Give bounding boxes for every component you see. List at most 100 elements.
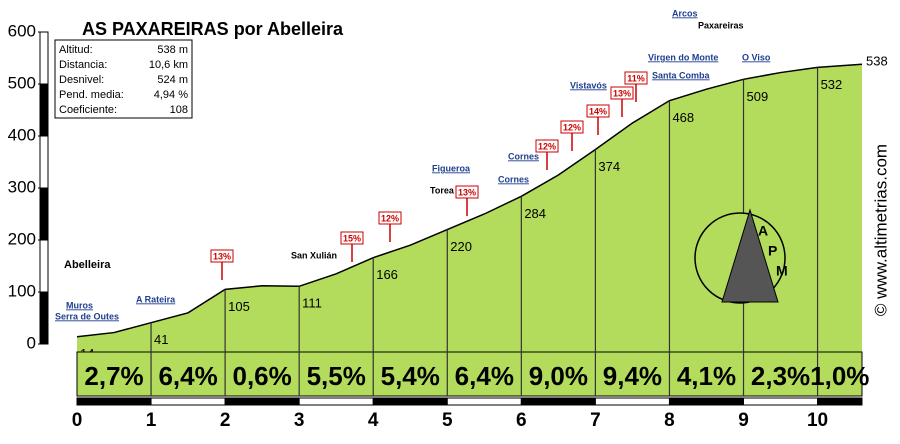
y-tick-label: 500: [8, 73, 36, 92]
altitude-label: 220: [450, 239, 472, 254]
profile-line: [76, 63, 863, 338]
slope-label: 1,0%: [810, 361, 869, 391]
altitude-label: 105: [228, 299, 250, 314]
axis-band: [594, 397, 670, 406]
x-tick-label: 3: [294, 410, 305, 431]
x-tick-label: 1: [146, 410, 157, 431]
sign-box: [378, 211, 402, 225]
chart-title: AS PAXAREIRAS por Abelleira: [82, 19, 344, 39]
sign-box: [560, 120, 584, 134]
sign-box: [535, 139, 559, 153]
axis-band: [39, 239, 49, 293]
logo-mountain: [721, 208, 779, 303]
sign-text: 11%: [627, 73, 645, 83]
place-name: Paxareiras: [698, 20, 744, 30]
altitude-label: 538: [866, 54, 888, 69]
place-link: Arcos: [672, 8, 698, 18]
x-tick-label: 7: [590, 410, 601, 431]
axis-band: [39, 31, 49, 85]
axis-band: [817, 397, 863, 406]
x-tick-label: 8: [664, 410, 675, 431]
info-value: 538 m: [157, 44, 188, 56]
place-link: Figueroa: [432, 163, 471, 173]
altitude-label: 166: [376, 267, 398, 282]
place-name: Abelleira: [64, 259, 111, 271]
info-value: 108: [170, 104, 188, 116]
info-value: 10,6 km: [149, 59, 188, 71]
slope-label: 6,4%: [455, 361, 514, 391]
x-tick-label: 0: [72, 410, 83, 431]
sign-text: 13%: [613, 88, 631, 98]
place-link: Cornes: [508, 151, 539, 161]
altitude-label: 509: [747, 89, 769, 104]
y-tick-label: 200: [8, 229, 36, 248]
sign-text: 12%: [538, 141, 556, 151]
info-value: 4,94 %: [154, 89, 188, 101]
place-link: Santa Comba: [652, 70, 711, 80]
place-link: Cornes: [498, 174, 529, 184]
slope-label: 4,1%: [677, 361, 736, 391]
sign-box: [586, 104, 610, 118]
altitude-label: 111: [302, 296, 322, 311]
info-label: Coeficiente:: [59, 104, 117, 116]
info-value: 524 m: [157, 74, 188, 86]
x-tick-label: 5: [442, 410, 453, 431]
axis-band: [298, 397, 374, 406]
slope-label: 9,0%: [529, 361, 588, 391]
logo-letter: A: [758, 223, 768, 239]
sign-box: [340, 231, 364, 245]
x-tick-label: 9: [738, 410, 749, 431]
sign-box: [624, 71, 648, 85]
info-label: Pend. media:: [59, 89, 124, 101]
slope-label: 5,5%: [307, 361, 366, 391]
altitude-label: 532: [821, 77, 843, 92]
place-link: Muros: [66, 300, 93, 310]
axis-band: [520, 397, 596, 406]
y-tick-label: 300: [8, 177, 36, 196]
y-tick-label: 400: [8, 125, 36, 144]
axis-band: [39, 291, 49, 345]
logo-letter: P: [768, 243, 777, 259]
sign-box: [455, 185, 479, 199]
altitude-label: 41: [154, 332, 168, 347]
place-link: Virgen do Monte: [648, 52, 718, 62]
place-name: San Xulián: [291, 250, 337, 260]
slope-label: 2,3%: [751, 361, 810, 391]
y-tick-label: 100: [8, 281, 36, 300]
y-tick-label: 600: [8, 21, 36, 40]
sign-text: 14%: [589, 106, 607, 116]
axis-band: [372, 397, 448, 406]
sign-text: 12%: [563, 122, 581, 132]
info-label: Altitud:: [59, 44, 93, 56]
x-tick-label: 6: [516, 410, 527, 431]
altitude-label: 284: [524, 206, 546, 221]
axis-band: [39, 83, 49, 137]
axis-band: [150, 397, 226, 406]
altitude-label: 374: [598, 159, 620, 174]
y-tick-label: 0: [27, 333, 36, 352]
profile-area: [77, 64, 862, 353]
credit: © www.altimetrias.com: [871, 144, 890, 316]
x-tick-label: 4: [368, 410, 379, 431]
axis-band: [39, 135, 49, 189]
slope-label: 2,7%: [84, 361, 143, 391]
slope-label: 0,6%: [233, 361, 292, 391]
place-link: A Rateira: [136, 294, 176, 304]
place-name: Torea: [430, 185, 455, 195]
axis-band: [39, 187, 49, 241]
axis-band: [743, 397, 819, 406]
logo-letter: M: [776, 263, 788, 279]
place-link: Serra de Outes: [55, 311, 119, 321]
info-label: Desnivel:: [59, 74, 104, 86]
sign-text: 13%: [458, 187, 476, 197]
axis-band: [668, 397, 745, 406]
axis-band: [446, 397, 522, 406]
sign-text: 12%: [381, 213, 399, 223]
place-link: Vistavós: [570, 80, 607, 90]
info-box: [54, 39, 193, 119]
axis-band: [76, 397, 152, 406]
altitude-label: 468: [672, 110, 694, 125]
info-label: Distancia:: [59, 59, 107, 71]
sign-text: 13%: [213, 251, 231, 261]
